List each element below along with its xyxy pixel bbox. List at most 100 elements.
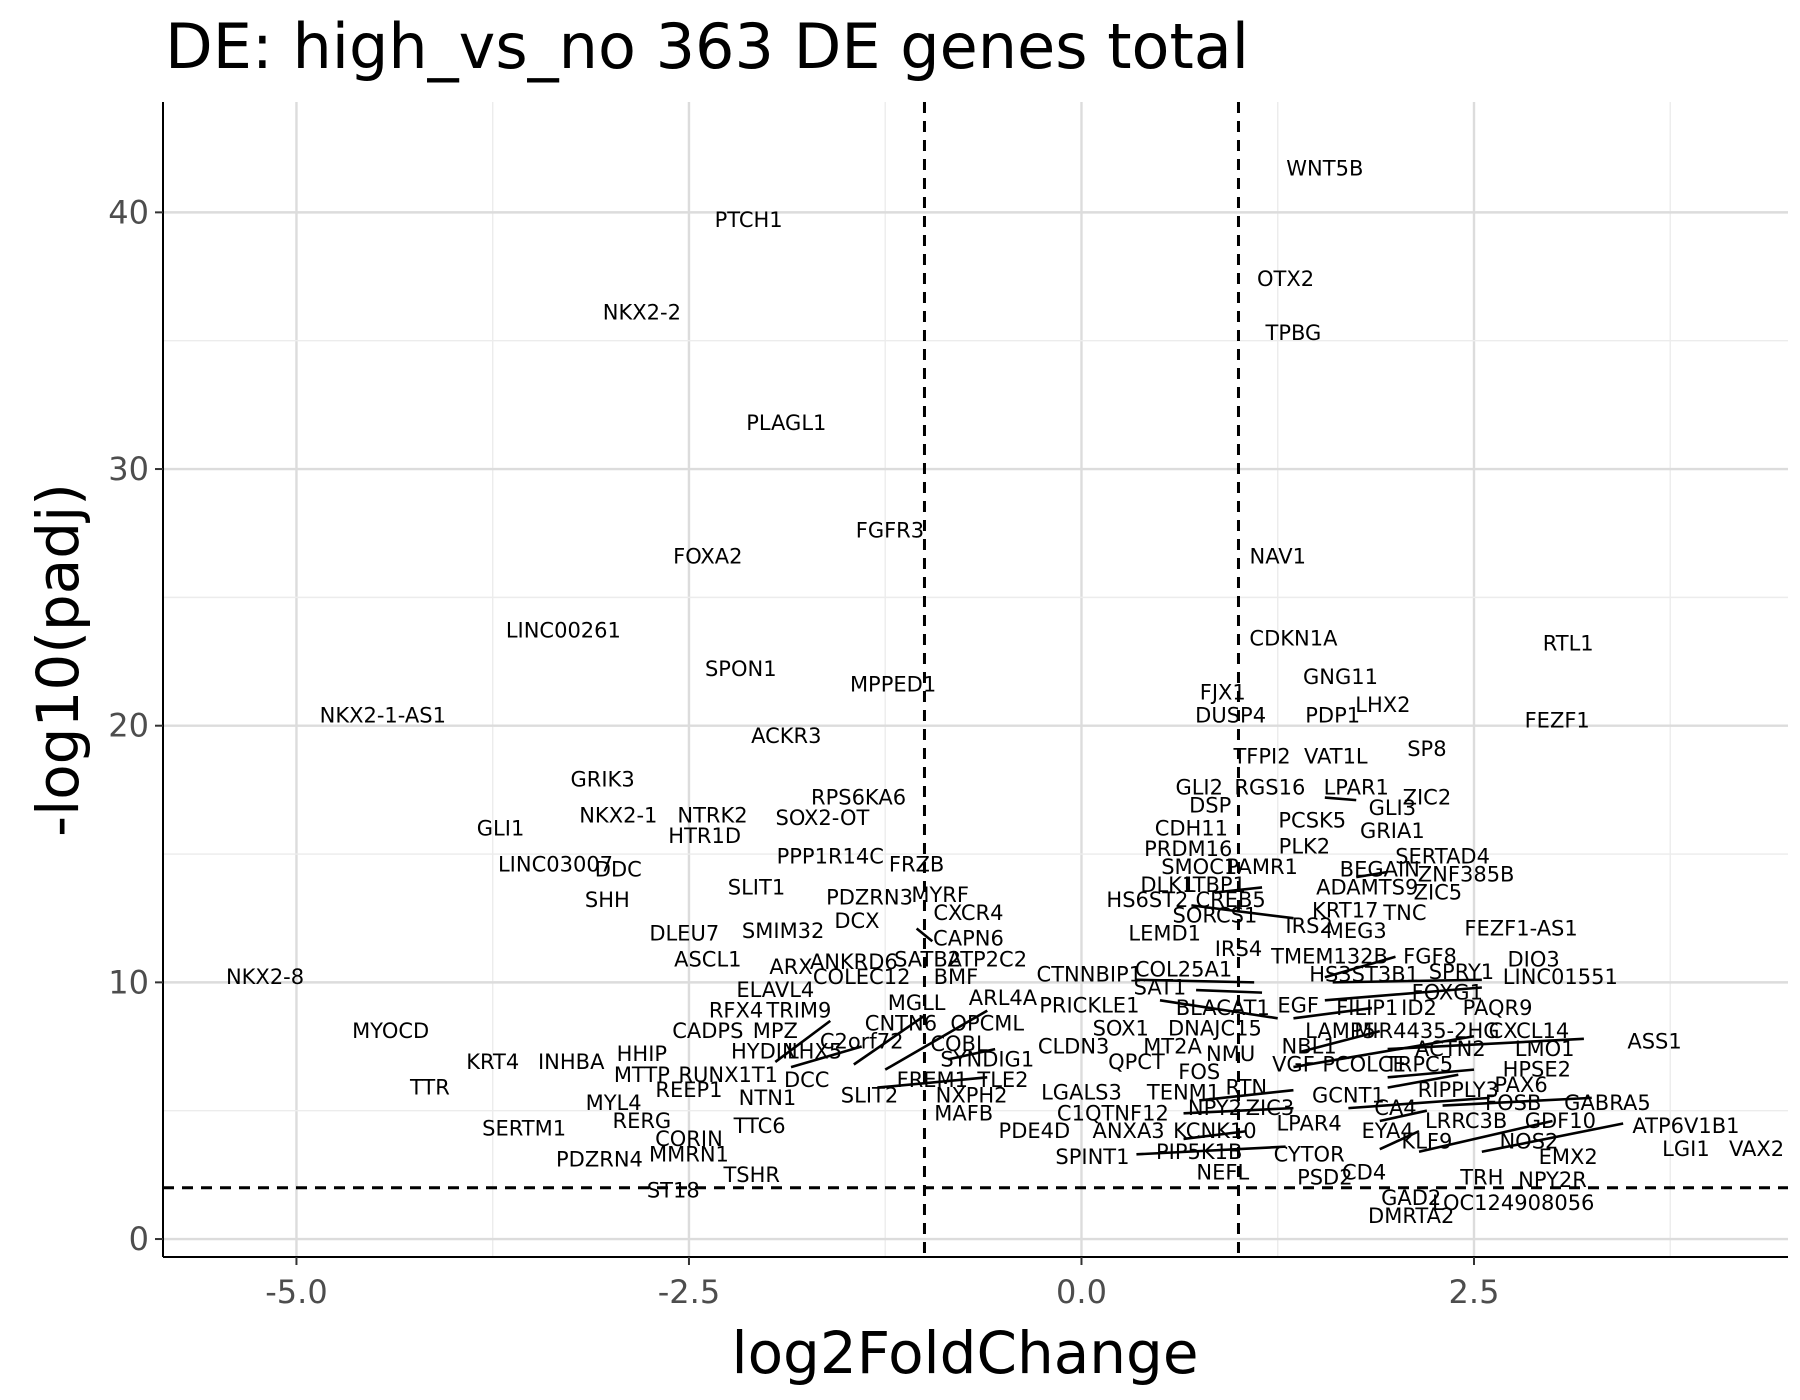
gene-label: LRRC3B — [1425, 1109, 1507, 1133]
label-connector — [877, 1076, 988, 1089]
label-connector — [1324, 955, 1396, 979]
gene-label: TSHR — [722, 1163, 780, 1187]
gene-label: SAT1 — [1134, 976, 1187, 1000]
tick-labels: -5.0 -2.5 0.0 2.5 0 10 20 30 40 — [108, 193, 1499, 1311]
gene-label: PDP1 — [1305, 703, 1360, 727]
gene-label: MMRN1 — [649, 1142, 729, 1166]
gene-label: TLE2 — [976, 1068, 1028, 1092]
label-connector — [1348, 1096, 1490, 1110]
label-connector — [1379, 1109, 1428, 1123]
gene-label: EMX2 — [1539, 1145, 1598, 1169]
gene-label: CREB5 — [1195, 888, 1265, 912]
gene-labels: WNT5B PTCH1 OTX2 NKX2-2 TPBG PLAGL1 FGFR3 FOXA2… — [226, 157, 1784, 1228]
gene-label: SMOC1 — [1161, 855, 1237, 879]
label-connector — [790, 1045, 863, 1069]
gene-label: MTTP — [614, 1063, 670, 1087]
axes — [162, 102, 1788, 1258]
gene-label: NEFL — [1196, 1160, 1249, 1184]
gene-label: CORIN — [655, 1127, 723, 1151]
gene-label: NKX2-8 — [226, 965, 304, 989]
gene-label: NPY2 — [1188, 1096, 1242, 1120]
gene-label: SLIT2 — [841, 1083, 898, 1107]
gene-label: ZIC2 — [1403, 786, 1452, 810]
gene-label: VAX2 — [1729, 1137, 1784, 1161]
label-connector — [774, 1019, 832, 1063]
gene-label: LEMD1 — [1128, 922, 1201, 946]
gene-label: KRT4 — [466, 1050, 519, 1074]
gene-label: NOS2 — [1499, 1130, 1558, 1154]
gene-label: GLI1 — [477, 816, 525, 840]
gene-label: RERG — [612, 1109, 671, 1133]
x-tick-label: 2.5 — [1449, 1273, 1500, 1311]
label-connector — [1387, 1037, 1584, 1051]
gene-label: CD4 — [1342, 1160, 1386, 1184]
gene-label: ASS1 — [1627, 1029, 1681, 1053]
gene-label: LTBP1 — [1184, 873, 1246, 897]
label-connector — [853, 1014, 926, 1066]
gene-label: TENM1 — [1146, 1081, 1220, 1105]
gene-label: NTN1 — [739, 1086, 797, 1110]
label-connector — [1300, 1029, 1381, 1053]
gene-label: KRT17 — [1312, 899, 1378, 923]
gene-label: TNC — [1382, 901, 1426, 925]
gene-label: HS3ST3B1 — [1309, 963, 1419, 987]
gene-label: TTR — [409, 1076, 450, 1100]
gene-label: WNT5B — [1286, 157, 1363, 181]
gene-label: TPBG — [1265, 321, 1322, 345]
gene-label: GNG11 — [1303, 665, 1378, 689]
label-connector — [1324, 796, 1357, 802]
gene-label: EYA4 — [1362, 1119, 1414, 1143]
gene-label: GCNT1 — [1312, 1083, 1385, 1107]
gene-label: LHX5 — [787, 1040, 842, 1064]
gene-label: PRICKLE1 — [1039, 993, 1139, 1017]
gene-label: PDZRN3 — [826, 886, 913, 910]
gene-label: RTN — [1226, 1076, 1268, 1100]
gene-label: NKX2-1 — [579, 804, 657, 828]
gene-label: ZIC3 — [1246, 1096, 1295, 1120]
gene-label: PLK2 — [1279, 834, 1331, 858]
label-connector — [1183, 1106, 1294, 1115]
gene-label: VAT1L — [1304, 745, 1368, 769]
y-tick-label: 10 — [108, 963, 149, 1001]
gene-label: OTX2 — [1257, 267, 1314, 291]
label-connector — [1356, 870, 1388, 879]
gene-label: GRIA1 — [1360, 819, 1425, 843]
y-tick-label: 0 — [129, 1220, 149, 1258]
gene-label: FILIP1 — [1336, 996, 1398, 1020]
gene-label: LINC00261 — [506, 619, 621, 643]
label-connector — [1379, 1130, 1420, 1151]
gene-label: RTL1 — [1543, 632, 1594, 656]
gene-label: ASCL1 — [674, 947, 741, 971]
gene-label: SORCS1 — [1173, 904, 1258, 928]
gene-label: ADAMTS9 — [1316, 875, 1418, 899]
gene-label: OPCML — [950, 1011, 1024, 1035]
gene-label: CA4 — [1374, 1096, 1416, 1120]
label-connector — [915, 927, 934, 943]
gene-label: FOXA2 — [673, 544, 742, 568]
x-tick-label: -5.0 — [265, 1273, 327, 1311]
gene-label: PIP5K1B — [1156, 1140, 1242, 1164]
gene-label: SHH — [585, 888, 630, 912]
gene-label: PAQR9 — [1463, 996, 1533, 1020]
gene-label: PLAGL1 — [746, 411, 826, 435]
gene-label: VGF — [1272, 1053, 1315, 1077]
gene-label: MAFB — [934, 1101, 993, 1125]
gene-label: RGS16 — [1234, 775, 1305, 799]
label-connector — [1387, 1073, 1459, 1089]
gene-label: TRIM9 — [765, 999, 831, 1023]
gene-label: LINC01551 — [1503, 965, 1618, 989]
gene-label: BMF — [934, 965, 979, 989]
gene-label: TRPC5 — [1384, 1053, 1453, 1077]
gene-label: HPSE2 — [1503, 1058, 1571, 1082]
gene-label: SLIT1 — [728, 875, 785, 899]
gene-label: CADPS — [672, 1019, 743, 1043]
grid-lines — [163, 102, 1788, 1257]
gene-label: SPINT1 — [1055, 1145, 1129, 1169]
gene-label: HYDIN — [731, 1040, 798, 1064]
gene-label: EGF — [1277, 993, 1319, 1017]
gene-label: LAMP5 — [1305, 1019, 1376, 1043]
gene-label: DCX — [834, 909, 879, 933]
gene-label: SMIM32 — [742, 919, 824, 943]
gene-label: PCOLCE — [1322, 1053, 1406, 1077]
gene-label: LPAR4 — [1276, 1112, 1341, 1136]
